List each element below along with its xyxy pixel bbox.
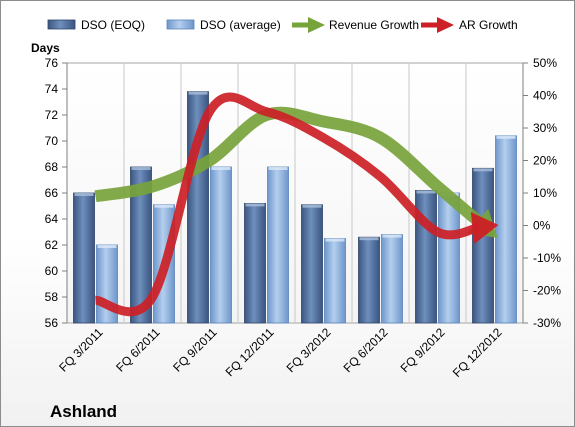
company-label: Ashland xyxy=(50,402,117,421)
legend-item-dso-average[interactable]: DSO (average) xyxy=(166,18,281,32)
bar-dso-average-top xyxy=(268,167,288,170)
revenue-growth-line[interactable] xyxy=(94,106,487,230)
x-tick-label: FQ 9/2012 xyxy=(398,325,448,375)
x-axis: FQ 3/2011 FQ 6/2011 FQ 9/2011 FQ 12/2011 FQ … xyxy=(56,325,505,380)
bar-dso-eoq-top xyxy=(473,168,493,172)
right-tick-label: 20% xyxy=(533,154,557,168)
bar-dso-average[interactable] xyxy=(495,135,517,324)
ar-growth-arrowhead xyxy=(470,212,499,244)
bar-dso-average-top xyxy=(97,245,117,248)
right-tick-label: -20% xyxy=(533,284,561,298)
left-tick-label: 56 xyxy=(45,316,59,330)
x-tick-label: FQ 12/2012 xyxy=(450,325,505,380)
legend-item-ar-growth[interactable]: AR Growth xyxy=(421,17,518,33)
left-axis: 56 58 60 62 64 66 68 70 72 74 76 xyxy=(45,56,68,330)
bar-dso-eoq[interactable] xyxy=(244,202,266,324)
legend-arrow-revenue-growth xyxy=(292,17,325,33)
x-tick-label: FQ 3/2011 xyxy=(56,325,106,375)
bar-dso-eoq[interactable] xyxy=(73,192,95,324)
legend-label-dso-eoq: DSO (EOQ) xyxy=(81,18,145,32)
left-tick-label: 74 xyxy=(45,82,59,96)
legend-label-revenue-growth: Revenue Growth xyxy=(329,18,419,32)
left-tick-label: 76 xyxy=(45,56,59,70)
legend-arrow-ar-growth xyxy=(421,17,454,33)
bar-dso-average[interactable] xyxy=(267,166,289,324)
plot-area xyxy=(66,62,524,324)
x-tick-label: FQ 12/2011 xyxy=(223,325,277,379)
bar-dso-average-top xyxy=(325,238,345,242)
legend-swatch-dso-average xyxy=(166,19,195,30)
bar-dso-eoq-top xyxy=(131,167,151,170)
legend-label-dso-average: DSO (average) xyxy=(200,18,281,32)
bar-dso-eoq[interactable] xyxy=(472,167,494,324)
bar-dso-average-top xyxy=(382,234,402,238)
right-tick-label: 30% xyxy=(533,121,557,135)
right-tick-label: 50% xyxy=(533,56,557,70)
bar-dso-eoq-top xyxy=(416,190,436,194)
x-tick-label: FQ 3/2012 xyxy=(284,325,334,375)
bar-dso-eoq-top xyxy=(302,204,322,208)
bar-dso-eoq[interactable] xyxy=(301,204,323,324)
legend-swatch-dso-eoq xyxy=(47,19,76,30)
bar-dso-eoq-top xyxy=(245,203,265,207)
x-tick-label: FQ 6/2011 xyxy=(113,325,163,375)
right-tick-label: 40% xyxy=(533,89,557,103)
right-tick-label: 10% xyxy=(533,186,557,200)
right-axis: -30% -20% -10% 0% 10% 20% 30% 40% 50% xyxy=(522,56,561,330)
left-tick-label: 70 xyxy=(45,134,59,148)
bar-dso-average[interactable] xyxy=(324,238,346,324)
legend: DSO (EOQ) DSO (average) Revenue Growth A… xyxy=(47,17,518,33)
right-tick-label: -30% xyxy=(533,316,561,330)
left-tick-label: 64 xyxy=(45,212,59,226)
left-tick-label: 62 xyxy=(45,238,59,252)
bar-dso-average-top xyxy=(211,167,231,170)
bar-dso-eoq-top xyxy=(188,91,208,95)
left-tick-label: 60 xyxy=(45,264,59,278)
bar-dso-eoq[interactable] xyxy=(358,236,380,324)
legend-item-revenue-growth[interactable]: Revenue Growth xyxy=(292,17,419,33)
legend-label-ar-growth: AR Growth xyxy=(459,18,518,32)
right-tick-label: -10% xyxy=(533,251,561,265)
bar-dso-average[interactable] xyxy=(381,234,403,324)
x-tick-label: FQ 9/2011 xyxy=(170,325,220,375)
ar-growth-line[interactable] xyxy=(94,92,481,317)
x-tick-label: FQ 6/2012 xyxy=(341,325,391,375)
bar-dso-average-top xyxy=(154,204,174,208)
left-tick-label: 66 xyxy=(45,186,59,200)
left-tick-label: 68 xyxy=(45,160,59,174)
bar-dso-average-top xyxy=(496,135,516,139)
left-tick-label: 72 xyxy=(45,108,59,122)
left-tick-label: 58 xyxy=(45,290,59,304)
legend-item-dso-eoq[interactable]: DSO (EOQ) xyxy=(47,18,145,32)
left-axis-title: Days xyxy=(31,41,60,55)
bar-dso-average[interactable] xyxy=(438,192,460,324)
bar-dso-eoq-top xyxy=(74,193,94,196)
right-tick-label: 0% xyxy=(533,219,551,233)
bar-dso-average[interactable] xyxy=(210,166,232,324)
bar-dso-eoq-top xyxy=(359,237,379,241)
